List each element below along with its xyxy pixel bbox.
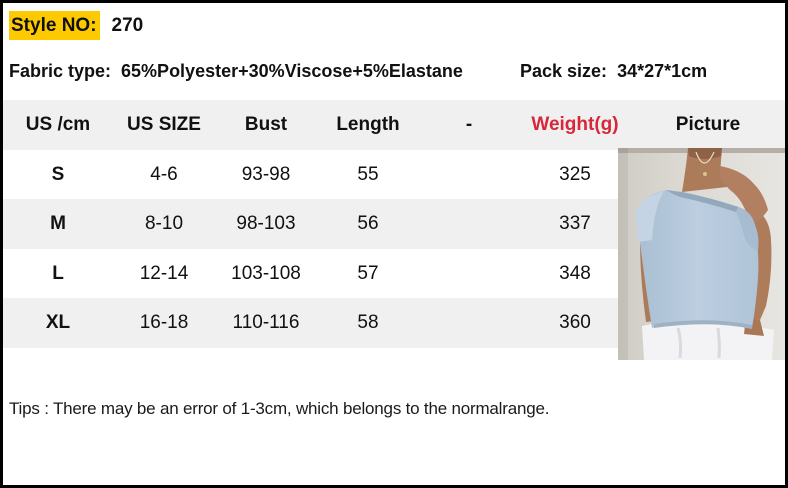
cell-bust: 98-103 [236,213,296,234]
fabric-type-value: 65%Polyester+30%Viscose+5%Elastane [121,61,463,81]
cell-us-size: 8-10 [144,213,184,234]
product-photo [618,148,785,360]
style-no-label: Style NO: [9,11,100,40]
cell-us-size: 12-14 [139,262,189,284]
cell-us-size: 16-18 [139,312,189,333]
table-row-l: L 12-14 103-108 57 348 [3,249,785,299]
style-no-value: 270 [111,15,144,36]
header-cell-weight: Weight(g) [531,114,619,135]
cell-length: 57 [357,262,379,284]
tips-text: Tips : There may be an error of 1-3cm, w… [9,399,550,418]
cell-bust: 93-98 [241,163,291,185]
cell-size: M [50,213,66,234]
cell-length: 56 [357,213,379,234]
cell-length: 55 [357,163,379,185]
header-cell-picture: Picture [675,114,741,135]
header-cell-length: Length [336,114,400,135]
pack-size-line: Pack size: 34*27*1cm [520,61,707,82]
cell-size: L [52,262,64,284]
table-header-row: US /cm US SIZE Bust Length - Weight(g) P… [3,100,785,150]
cell-length: 58 [357,312,379,333]
cell-weight: 325 [559,163,591,185]
cell-weight: 348 [559,262,591,284]
cell-size: XL [45,312,71,333]
pack-size-label: Pack size: [520,61,608,81]
header-cell-us-size: US SIZE [127,114,201,135]
cell-bust: 110-116 [232,312,300,333]
cell-weight: 360 [559,312,591,333]
pack-size-value: 34*27*1cm [617,61,708,81]
fabric-type-label: Fabric type: [9,61,112,81]
header-cell-us-cm: US /cm [25,114,91,135]
cell-weight: 337 [559,213,591,234]
cell-us-size: 4-6 [150,163,178,185]
cell-size: S [51,163,65,185]
cell-bust: 103-108 [231,262,301,284]
style-no-line: Style NO: 270 [9,11,144,40]
header-cell-dash: - [465,114,473,135]
fabric-type-line: Fabric type: 65%Polyester+30%Viscose+5%El… [9,61,463,82]
header-cell-bust: Bust [244,114,288,135]
table-row-s: S 4-6 93-98 55 325 [3,150,785,200]
